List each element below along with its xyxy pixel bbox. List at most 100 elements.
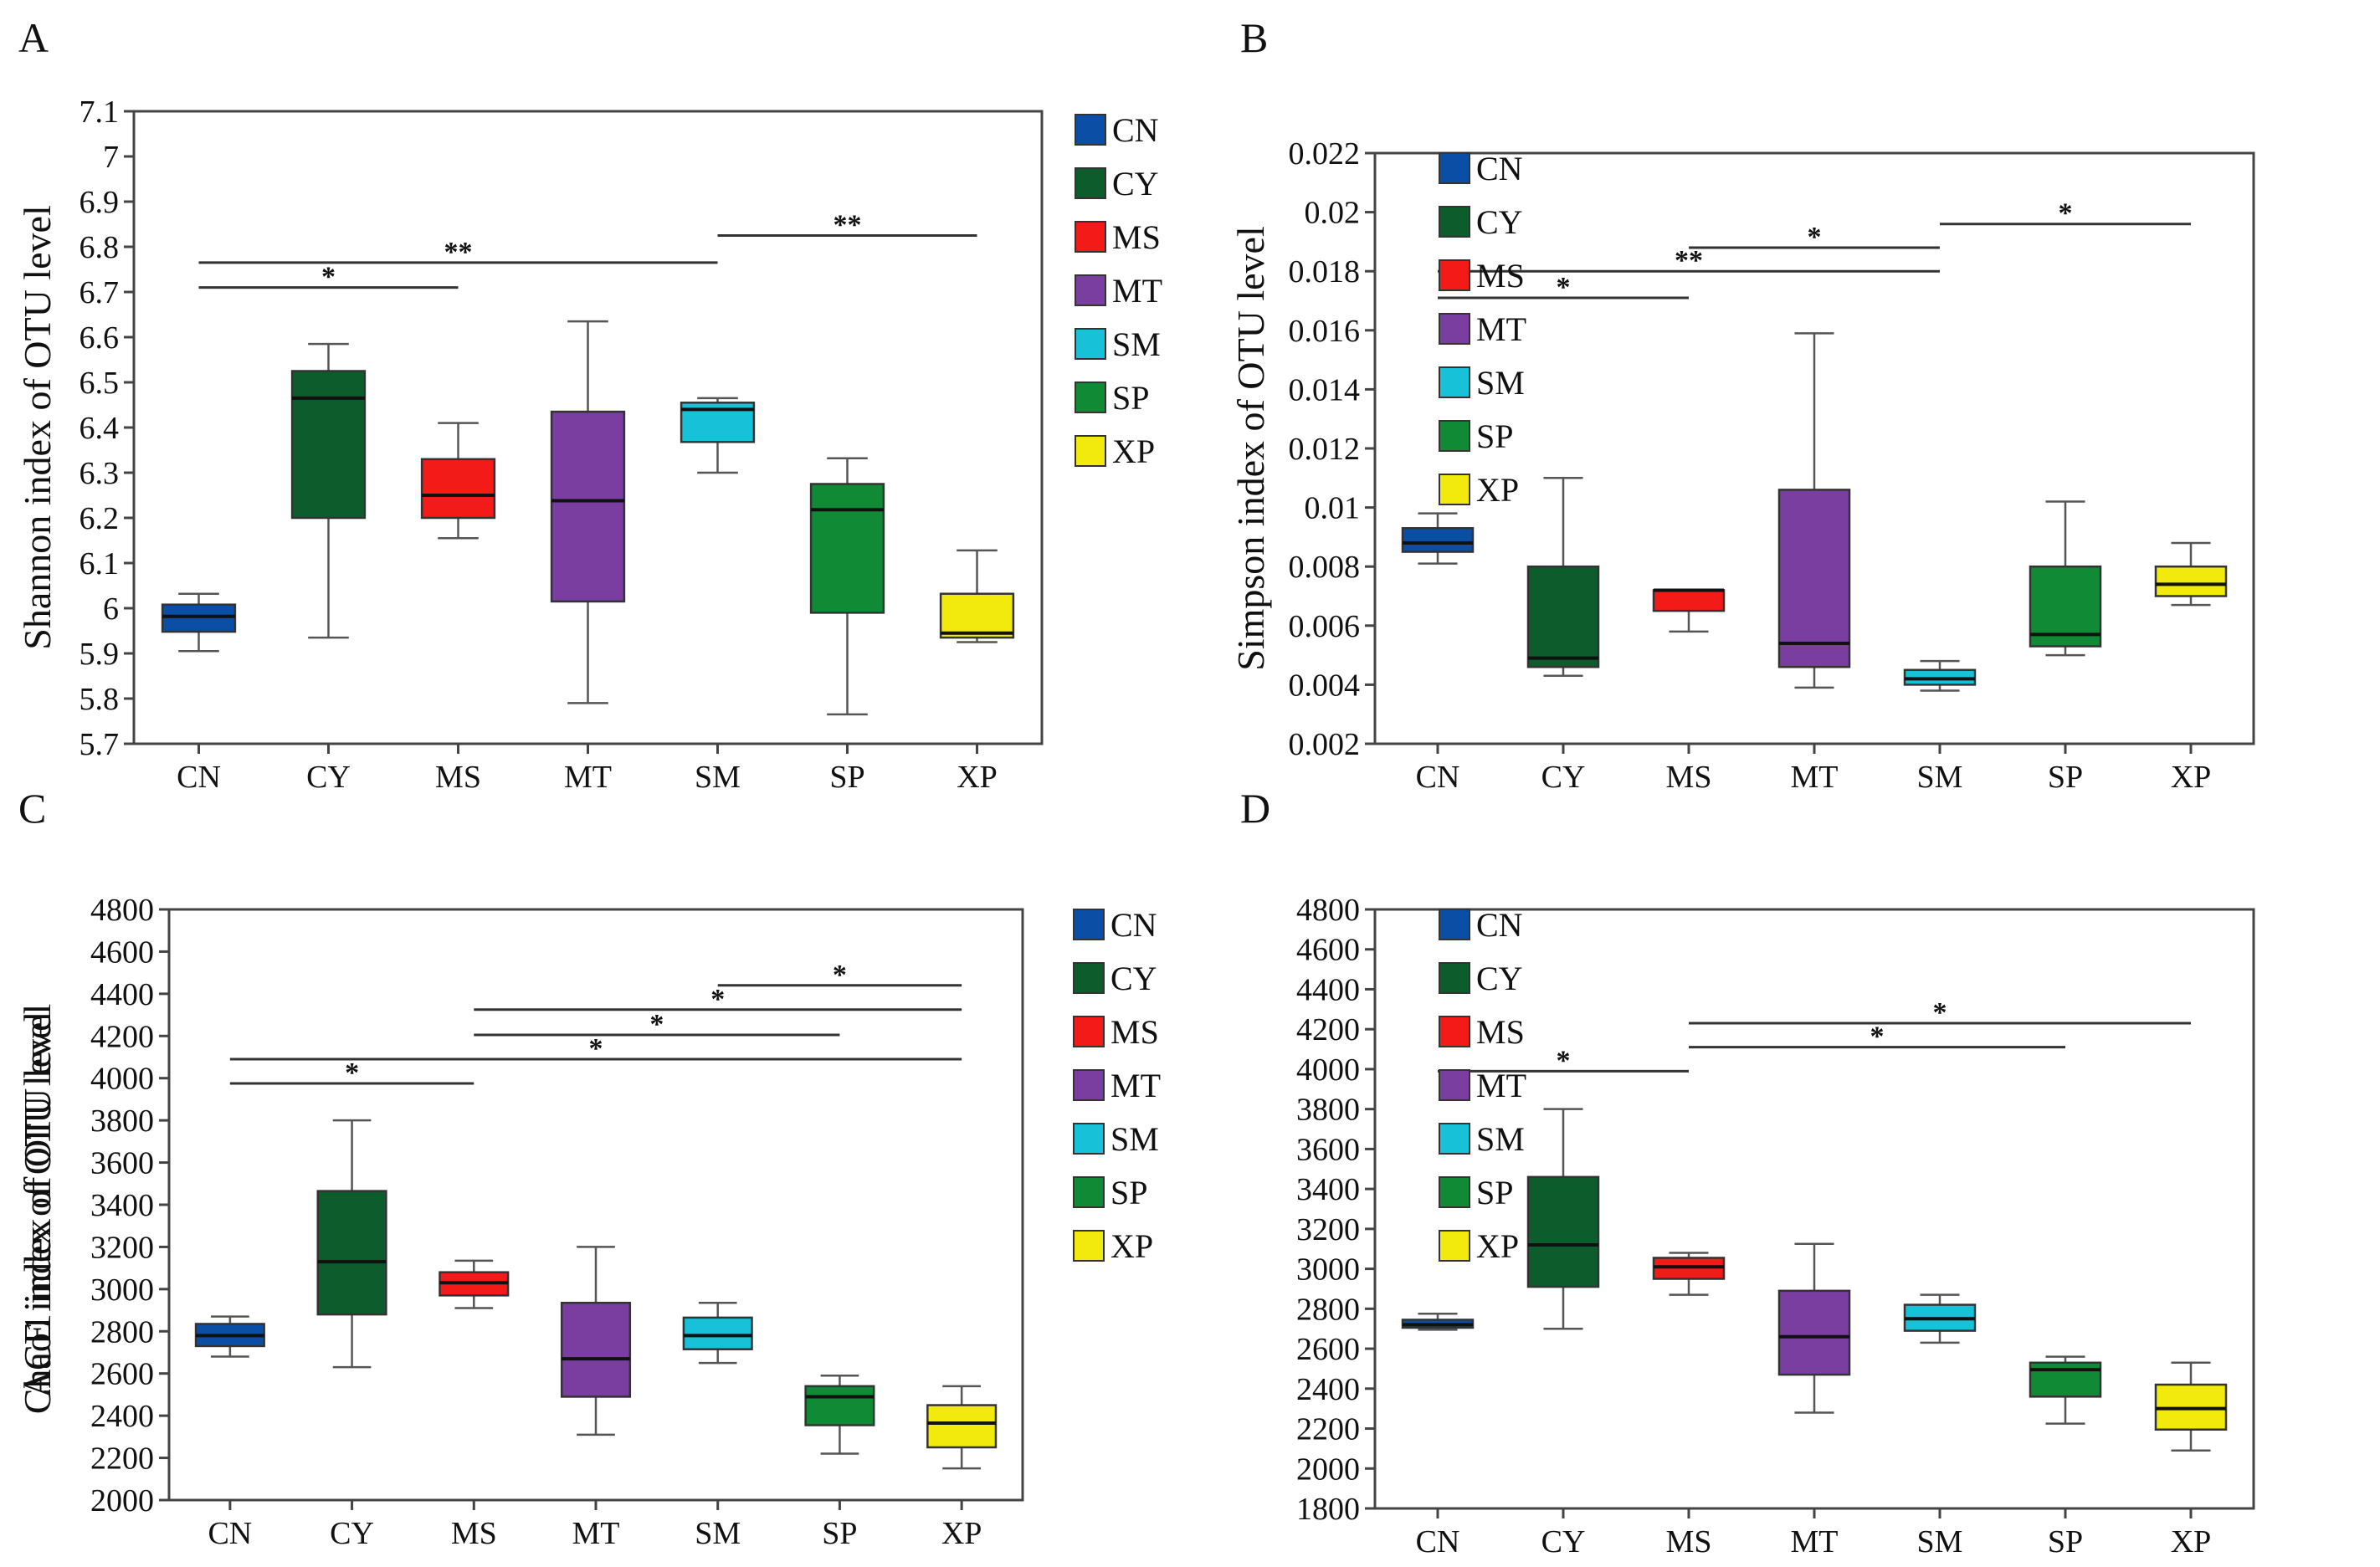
y-tick-label: 3000	[90, 1273, 154, 1308]
box-cn	[161, 592, 237, 653]
box-iqr	[420, 458, 496, 520]
box-iqr	[1526, 1175, 1600, 1288]
legend-swatch	[1075, 435, 1106, 467]
legend-swatch	[1073, 962, 1105, 994]
legend-label: CN	[1112, 111, 1159, 149]
y-tick-label: 2600	[1296, 1332, 1360, 1367]
y-tick-label: 6.5	[80, 366, 120, 401]
box-mt	[1777, 332, 1851, 689]
significance-label: *	[589, 1033, 603, 1064]
significance-bar: *	[1438, 272, 1689, 303]
x-tick-label: SP	[829, 760, 864, 795]
legend-item-ms: MS	[1439, 257, 1525, 294]
y-tick-label: 7	[103, 140, 119, 175]
y-tick-label: 3800	[1296, 1093, 1360, 1128]
box-iqr	[161, 603, 237, 633]
x-tick-label: XP	[957, 760, 998, 795]
box-iqr	[560, 1301, 632, 1398]
legend-item-ms: MS	[1073, 1013, 1159, 1051]
box-iqr	[550, 410, 626, 603]
panel-label: C	[18, 785, 46, 832]
legend-item-mt: MT	[1439, 310, 1526, 348]
significance-bar: *	[198, 262, 459, 293]
box-cy	[1526, 477, 1600, 678]
box-ms	[1652, 1252, 1726, 1296]
x-tick-label: SM	[1917, 760, 1963, 795]
box-ms	[420, 422, 496, 540]
box-iqr	[804, 1385, 875, 1426]
y-tick-label: 0.006	[1289, 609, 1361, 644]
box-cy	[316, 1119, 387, 1369]
x-tick-label: SP	[2048, 1524, 2083, 1559]
box-iqr	[1777, 1289, 1851, 1376]
legend-item-cn: CN	[1073, 906, 1157, 944]
legend-label: SP	[1112, 379, 1150, 417]
legend-label: MS	[1112, 218, 1161, 256]
legend: CN CY MS MT SM SP XP	[1073, 906, 1161, 1265]
y-tick-label: 4400	[90, 977, 154, 1012]
legend-item-ms: MS	[1439, 1013, 1525, 1051]
box-iqr	[809, 483, 885, 614]
significance-bar: *	[229, 1057, 474, 1088]
box-mt	[550, 320, 626, 704]
legend-swatch	[1439, 1016, 1470, 1047]
y-tick-label: 3000	[1296, 1252, 1360, 1288]
y-tick-label: 2400	[1296, 1372, 1360, 1407]
y-tick-label: 3200	[90, 1230, 154, 1265]
box-iqr	[1401, 527, 1475, 553]
x-tick-label: XP	[2171, 760, 2212, 795]
legend-item-sp: SP	[1075, 379, 1150, 417]
y-tick-label: 0.01	[1305, 491, 1361, 526]
significance-bar: *	[474, 1009, 840, 1040]
legend-item-cn: CN	[1075, 111, 1159, 149]
legend-swatch	[1075, 382, 1106, 413]
significance-bar: *	[229, 1033, 962, 1064]
box-xp	[2154, 1361, 2228, 1452]
x-tick-label: SM	[1917, 1524, 1963, 1559]
panel-a: A 5.7 5.8 5.9 6 6.1 6.2 6.3 6.4 6.5 6.6 6.7 6.8 6.9 7 7…	[16, 14, 1162, 795]
y-tick-label: 4600	[1296, 933, 1360, 968]
box-iqr	[939, 592, 1015, 639]
legend-item-cy: CY	[1439, 960, 1523, 997]
legend-label: MT	[1476, 1067, 1526, 1104]
significance-label: *	[710, 984, 725, 1015]
significance-bar: *	[717, 960, 962, 991]
box-cn	[1401, 512, 1475, 565]
x-tick-label: SP	[2048, 760, 2083, 795]
y-tick-label: 6	[103, 591, 119, 627]
box-ms	[1652, 588, 1726, 633]
x-tick-label: MT	[564, 760, 612, 795]
y-tick-label: 6.2	[80, 501, 120, 536]
legend: CN CY MS MT SM SP XP	[1075, 111, 1162, 470]
x-tick-label: XP	[941, 1516, 982, 1551]
panel-c: C 2000 2200 2400 2600 2800 3000 3200 3400 3600 380…	[16, 785, 1161, 1551]
legend-swatch	[1075, 114, 1106, 146]
box-sm	[1903, 659, 1977, 692]
legend-label: CN	[1476, 906, 1523, 944]
legend-swatch	[1439, 1176, 1470, 1208]
x-tick-label: MS	[1666, 1524, 1712, 1559]
legend-label: CY	[1476, 203, 1523, 241]
legend-swatch	[1073, 1230, 1105, 1262]
significance-label: *	[833, 960, 847, 991]
legend-item-cy: CY	[1073, 960, 1157, 997]
legend-label: SM	[1476, 1120, 1525, 1158]
y-tick-label: 4800	[1296, 893, 1360, 928]
box-iqr	[2029, 1361, 2102, 1398]
significance-bar: *	[1689, 997, 2191, 1028]
y-tick-label: 2400	[90, 1399, 154, 1434]
legend-label: MT	[1476, 310, 1526, 348]
legend-label: SP	[1476, 417, 1514, 455]
x-tick-label: CY	[1541, 760, 1586, 795]
legend-swatch	[1073, 1016, 1105, 1047]
y-tick-label: 2800	[1296, 1292, 1360, 1327]
y-tick-label: 4400	[1296, 972, 1360, 1007]
box-iqr	[1652, 589, 1726, 612]
legend-label: XP	[1476, 1227, 1519, 1265]
significance-label: *	[321, 262, 336, 293]
y-tick-label: 2000	[1296, 1452, 1360, 1487]
y-tick-label: 1800	[1296, 1492, 1360, 1527]
legend-swatch	[1439, 313, 1470, 345]
y-tick-label: 7.1	[80, 95, 120, 130]
y-tick-label: 2800	[90, 1314, 154, 1349]
